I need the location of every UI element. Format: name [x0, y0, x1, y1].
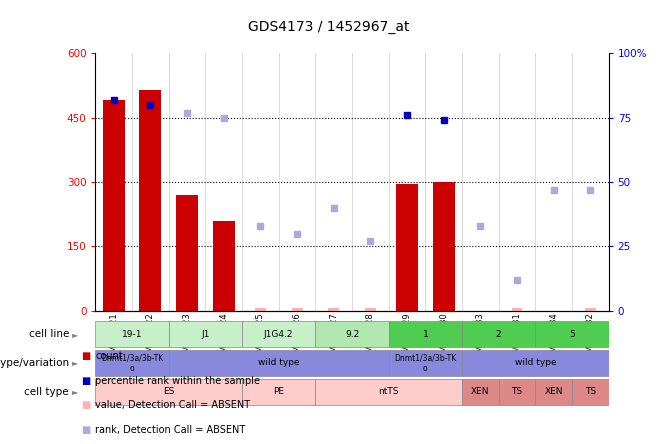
Bar [389, 321, 462, 347]
Bar [536, 321, 609, 347]
Text: 9.2: 9.2 [345, 329, 359, 339]
Text: 2: 2 [496, 329, 501, 339]
Text: ►: ► [72, 358, 79, 368]
Text: J1G4.2: J1G4.2 [264, 329, 293, 339]
Text: PE: PE [273, 387, 284, 396]
Text: Dnmt1/3a/3b-TK
o: Dnmt1/3a/3b-TK o [101, 353, 163, 373]
Text: XEN: XEN [471, 387, 490, 396]
Text: ■: ■ [81, 376, 90, 386]
Bar [328, 308, 340, 311]
Bar [462, 379, 499, 405]
Bar [396, 184, 418, 311]
Bar [499, 379, 536, 405]
Text: ►: ► [72, 387, 79, 396]
Text: percentile rank within the sample: percentile rank within the sample [95, 376, 261, 386]
Bar [585, 308, 596, 311]
Bar [389, 350, 462, 376]
Text: J1: J1 [201, 329, 210, 339]
Bar [315, 379, 462, 405]
Bar [433, 182, 455, 311]
Bar [572, 379, 609, 405]
Bar [95, 321, 168, 347]
Bar [365, 308, 376, 311]
Text: ■: ■ [81, 424, 90, 435]
Text: count: count [95, 351, 123, 361]
Bar [103, 100, 125, 311]
Bar [213, 221, 235, 311]
Text: 1: 1 [422, 329, 428, 339]
Text: ntTS: ntTS [378, 387, 399, 396]
Text: genotype/variation: genotype/variation [0, 358, 69, 368]
Text: ►: ► [72, 329, 79, 339]
Bar [242, 321, 315, 347]
Bar [255, 308, 266, 311]
Bar [168, 321, 242, 347]
Text: TS: TS [511, 387, 522, 396]
Text: Dnmt1/3a/3b-TK
o: Dnmt1/3a/3b-TK o [394, 353, 457, 373]
Text: value, Detection Call = ABSENT: value, Detection Call = ABSENT [95, 400, 251, 410]
Text: 19-1: 19-1 [122, 329, 142, 339]
Text: GDS4173 / 1452967_at: GDS4173 / 1452967_at [248, 20, 410, 34]
Bar [95, 379, 242, 405]
Bar [95, 350, 168, 376]
Text: XEN: XEN [544, 387, 563, 396]
Bar [139, 90, 161, 311]
Bar [462, 350, 609, 376]
Text: wild type: wild type [515, 358, 556, 368]
Bar [242, 379, 315, 405]
Bar [168, 350, 389, 376]
Bar [462, 321, 536, 347]
Bar [511, 308, 522, 311]
Text: 5: 5 [569, 329, 575, 339]
Bar [291, 308, 303, 311]
Text: cell type: cell type [24, 387, 69, 397]
Bar [536, 379, 572, 405]
Text: ■: ■ [81, 351, 90, 361]
Text: wild type: wild type [258, 358, 299, 368]
Text: ES: ES [163, 387, 174, 396]
Text: cell line: cell line [29, 329, 69, 339]
Text: ■: ■ [81, 400, 90, 410]
Text: rank, Detection Call = ABSENT: rank, Detection Call = ABSENT [95, 424, 245, 435]
Bar [176, 195, 198, 311]
Bar [315, 321, 389, 347]
Text: TS: TS [585, 387, 596, 396]
